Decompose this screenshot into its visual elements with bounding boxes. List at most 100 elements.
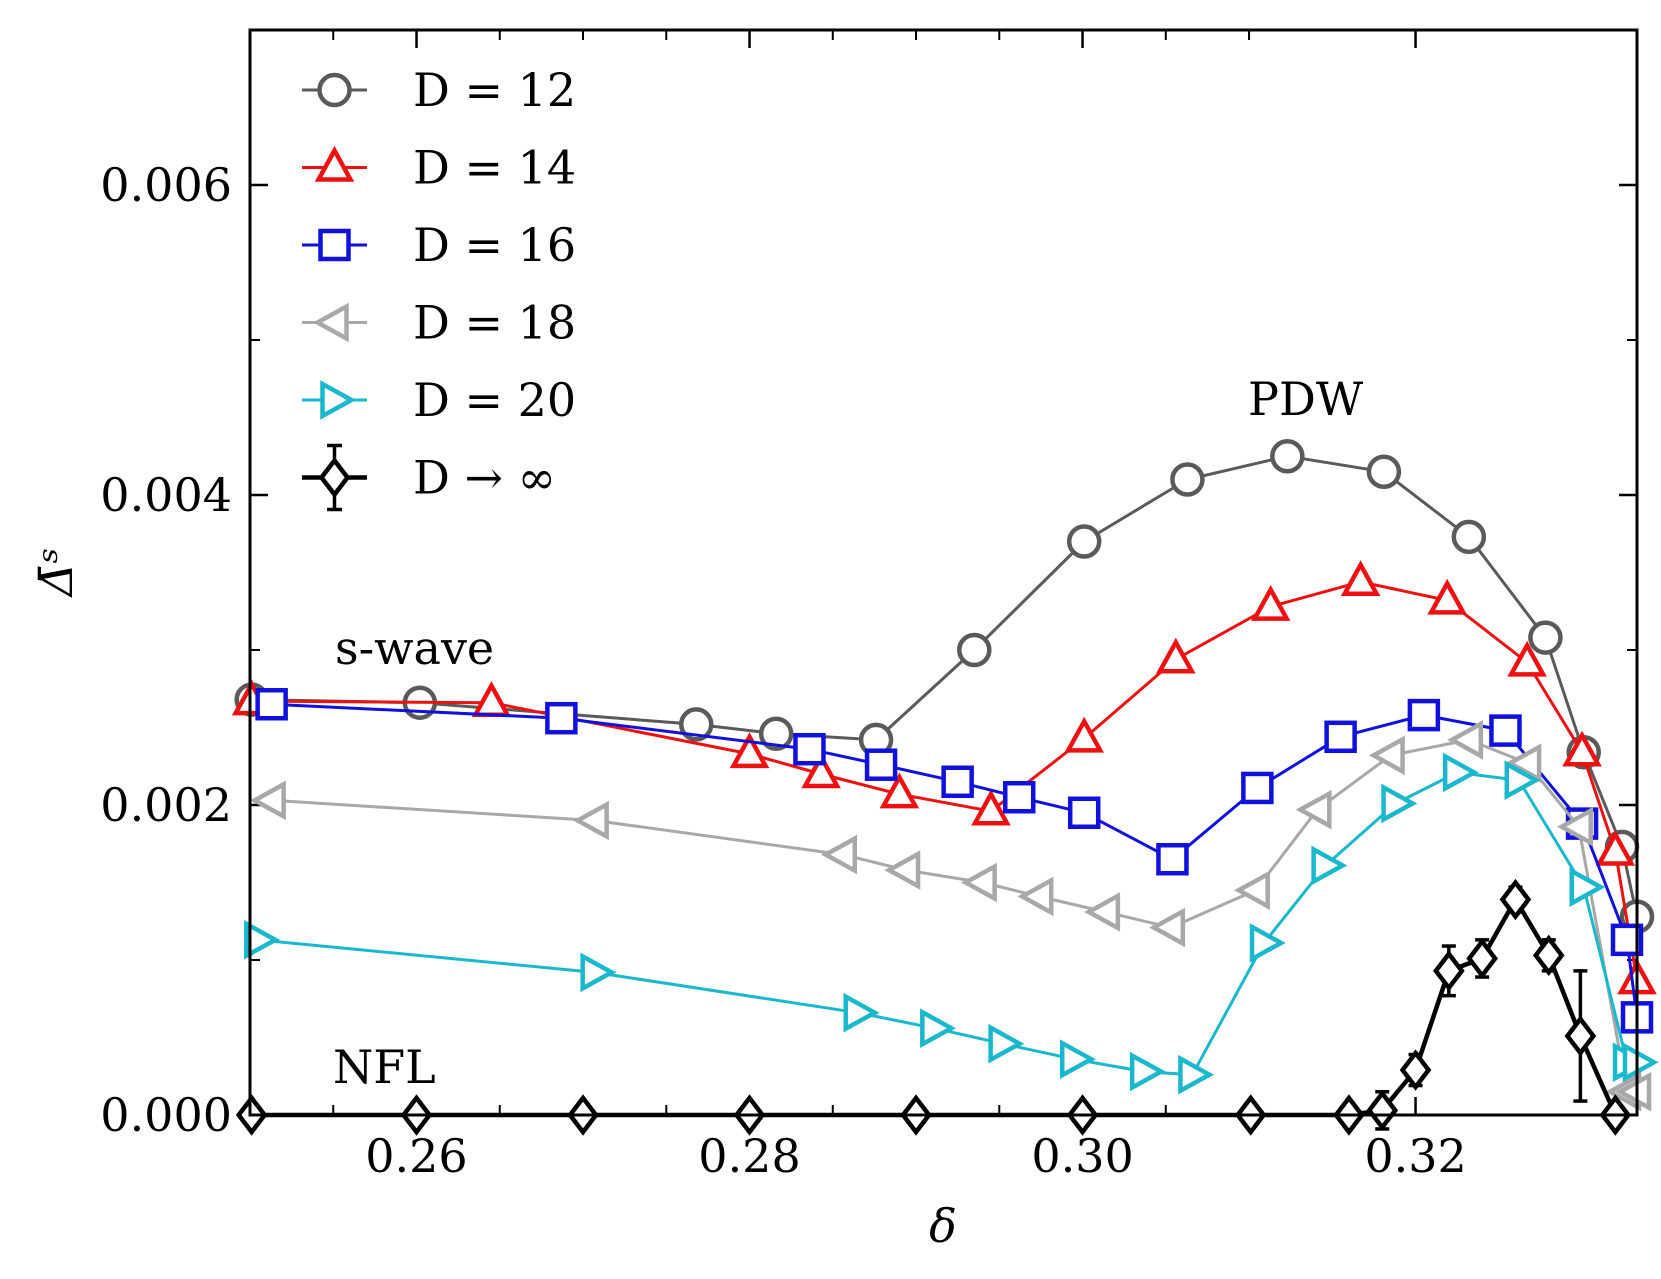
data-point [1504, 760, 1541, 801]
data-point [545, 701, 578, 735]
data-point [1507, 640, 1547, 677]
series-line [271, 738, 1637, 1094]
data-point [1156, 843, 1189, 876]
legend-label: D = 20 [413, 373, 576, 427]
data-point [1066, 524, 1102, 559]
data-point [821, 834, 858, 875]
data-point [884, 850, 921, 890]
data-point [988, 1023, 1025, 1064]
data-point [1241, 771, 1274, 805]
data-point [960, 862, 997, 903]
series-line [258, 771, 1637, 1077]
legend-marker [318, 228, 351, 262]
data-point [1368, 735, 1405, 776]
data-point [1067, 796, 1101, 829]
data-point [957, 632, 992, 668]
series-4 [244, 752, 1659, 1095]
data-point [1615, 1071, 1652, 1112]
data-point [1250, 584, 1291, 621]
data-point [864, 748, 898, 781]
data-point [1064, 716, 1105, 753]
data-point [1017, 876, 1054, 917]
legend-label: D = 16 [413, 218, 576, 272]
legend-entry-3: D = 18 [302, 296, 576, 350]
data-point [1129, 1051, 1166, 1092]
legend-label: D = 12 [413, 63, 576, 117]
data-point [244, 920, 280, 960]
data-point [1366, 454, 1402, 489]
data-point [1595, 829, 1636, 866]
y-tick-label: 0.000 [100, 1088, 232, 1142]
legend-entry-4: D = 20 [302, 373, 576, 427]
annotation-s-wave: s-wave [335, 621, 494, 675]
data-point [920, 1008, 956, 1049]
legend-marker [317, 72, 352, 108]
series-3 [249, 720, 1652, 1112]
data-point [1059, 1039, 1096, 1080]
data-point [1381, 783, 1418, 824]
data-point [1569, 867, 1606, 907]
data-point [1155, 637, 1196, 674]
legend-entry-2: D = 16 [302, 218, 576, 272]
data-point [1466, 937, 1498, 980]
data-point [1178, 1054, 1215, 1095]
data-point [1003, 781, 1036, 814]
data-point [1505, 743, 1542, 783]
x-axis-title: δ [929, 1199, 957, 1253]
legend-label: D → ∞ [413, 451, 556, 505]
x-tick-label: 0.28 [698, 1129, 800, 1183]
data-point [1433, 950, 1465, 992]
data-point [1499, 878, 1532, 921]
data-point [678, 707, 714, 742]
data-point [758, 716, 794, 751]
legend: D = 12 D = 14 D = 16 D = 18 D = 20 D → ∞ [302, 63, 576, 512]
data-point [580, 952, 617, 993]
x-tick-label: 0.32 [1364, 1129, 1466, 1183]
data-point [729, 732, 770, 769]
data-point [1532, 934, 1565, 977]
data-point [1324, 720, 1357, 754]
data-point [573, 800, 609, 841]
data-point [249, 780, 286, 821]
legend-entry-0: D = 12 [302, 63, 576, 117]
plot-area [250, 30, 1637, 1115]
annotation-pdw: PDW [1248, 372, 1364, 426]
data-point [1557, 806, 1593, 847]
annotation-nfl: NFL [333, 1040, 436, 1094]
x-tick-label: 0.30 [1031, 1129, 1133, 1183]
data-point [1170, 462, 1205, 497]
legend-marker [320, 380, 357, 420]
legend-label: D = 14 [413, 141, 576, 195]
data-point [1562, 730, 1602, 767]
data-point [843, 992, 880, 1033]
data-point [1399, 1049, 1432, 1091]
data-point [1295, 789, 1332, 830]
data-point [1407, 698, 1441, 732]
x-tick-label: 0.26 [365, 1129, 467, 1183]
data-point [801, 752, 841, 789]
data-point [1149, 907, 1186, 948]
legend-marker [314, 145, 355, 182]
data-point [1340, 560, 1381, 597]
data-point [1528, 620, 1563, 655]
data-point [971, 789, 1011, 826]
data-point [1311, 845, 1348, 886]
y-tick-label: 0.002 [100, 778, 232, 832]
y-tick-label: 0.006 [100, 158, 232, 212]
data-point [1564, 1015, 1597, 1057]
data-point [1622, 1042, 1659, 1083]
legend-marker [318, 456, 351, 499]
data-point [879, 772, 920, 809]
data-point [1447, 720, 1484, 760]
data-point [793, 732, 826, 766]
data-point [1451, 519, 1487, 555]
data-point [1084, 892, 1121, 932]
data-point [1270, 439, 1305, 474]
data-point [1366, 1089, 1399, 1132]
data-point [1427, 578, 1467, 615]
data-point [255, 688, 288, 721]
legend-entry-1: D = 14 [302, 141, 576, 195]
plot-frame [248, 28, 1639, 1117]
data-point [941, 765, 974, 798]
